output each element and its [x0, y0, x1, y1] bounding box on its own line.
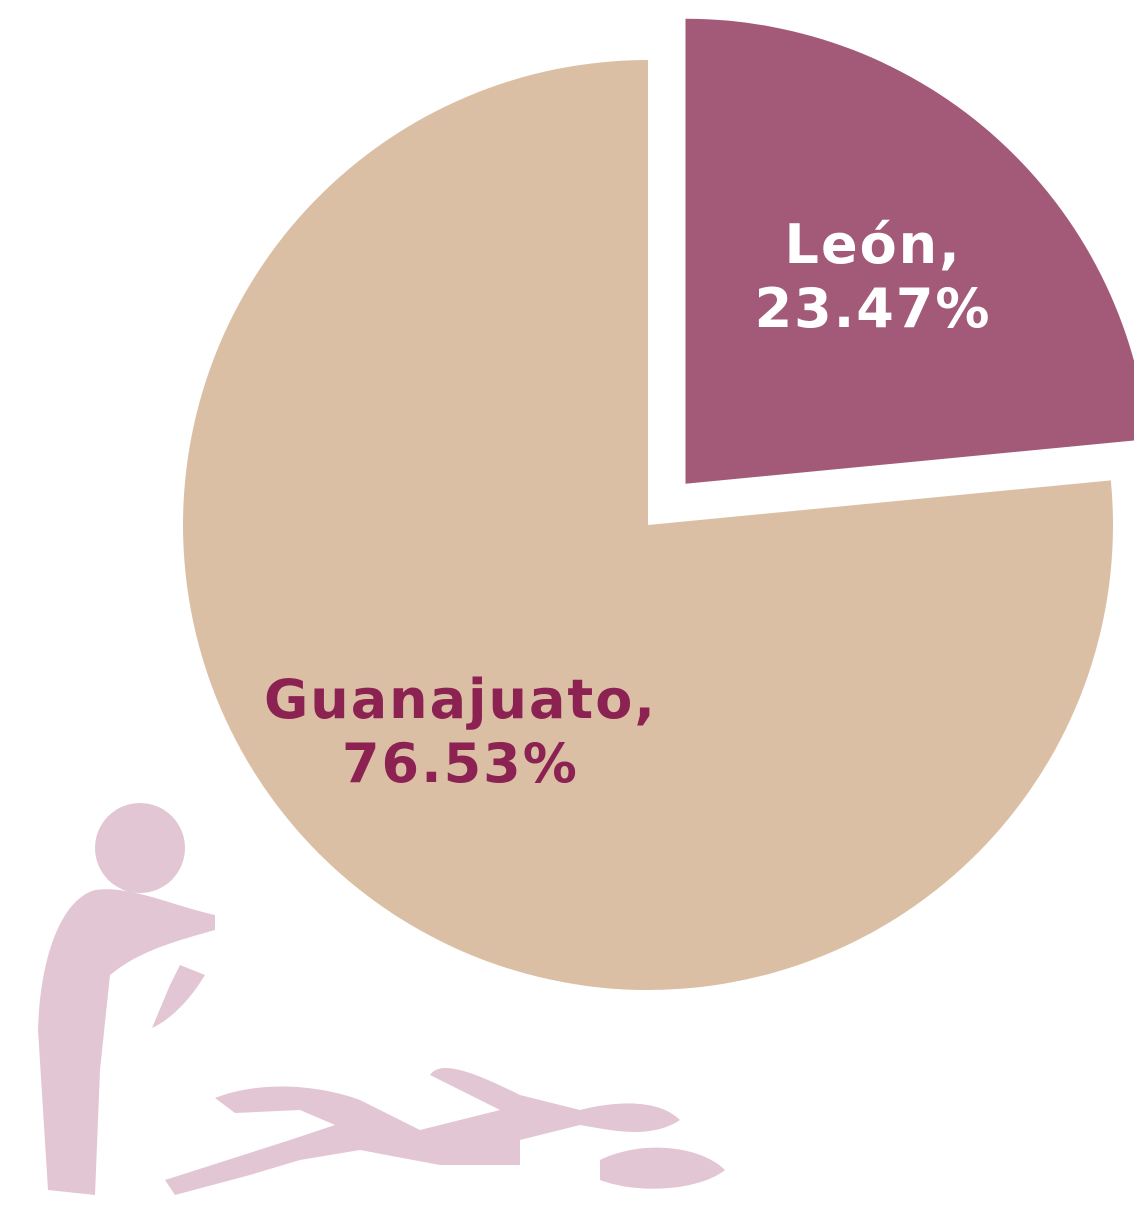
page: {"chart_data": {"type": "pie", "categori…: [0, 0, 1134, 1212]
pie: [183, 19, 1134, 990]
data-label: León, 23.47%: [743, 213, 1003, 341]
figure-arm: [152, 965, 205, 1028]
figure-puddle: [600, 1148, 725, 1189]
chart: [0, 0, 1134, 1212]
data-label: Guanajuato, 76.53%: [240, 668, 680, 796]
figure-body: [38, 889, 215, 1195]
figure-head: [95, 803, 185, 893]
